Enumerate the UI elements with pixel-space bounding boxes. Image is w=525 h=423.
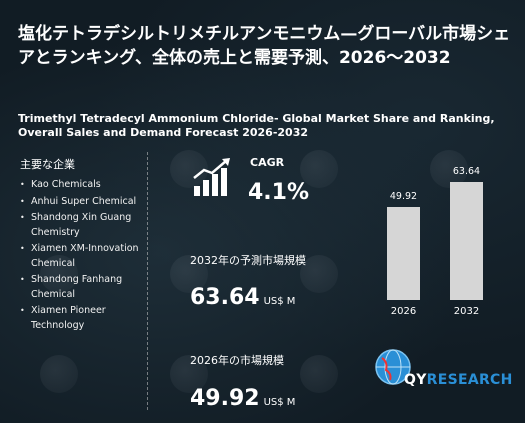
- watermark-globe-icon: [170, 255, 208, 293]
- qyresearch-logo-globe-icon: [375, 349, 411, 385]
- list-item: Shandong Xin Guang Chemistry: [20, 211, 140, 240]
- bar-2026: [387, 207, 420, 300]
- cagr-value: 4.1%: [248, 180, 310, 205]
- data-label-2026: 49.92: [389, 191, 418, 203]
- watermark-globe-icon: [170, 355, 208, 393]
- category-label-2026: 2026: [390, 306, 417, 317]
- current-unit: US$ M: [263, 397, 296, 408]
- divider: [147, 152, 148, 410]
- cagr-label: CAGR: [250, 156, 285, 169]
- forecast-market-size-label: 2032年の予測市場規模: [190, 254, 306, 267]
- list-item: Anhui Super Chemical: [20, 195, 140, 210]
- current-market-size: 49.92 US$ M: [190, 386, 295, 411]
- watermark-globe-icon: [170, 150, 208, 188]
- current-market-size-label: 2026年の市場規模: [190, 354, 284, 367]
- page-subtitle: Trimethyl Tetradecyl Ammonium Chloride- …: [18, 112, 495, 139]
- list-item: Xiamen Pioneer Technology: [20, 304, 140, 333]
- qyresearch-logo-text: QYRESEARCH: [404, 372, 513, 388]
- forecast-market-size: 63.64 US$ M: [190, 285, 295, 310]
- watermark-globe-icon: [300, 355, 338, 393]
- key-players-list: Kao Chemicals Anhui Super Chemical Shand…: [20, 178, 140, 335]
- growth-chart-icon: [193, 158, 230, 196]
- watermark-globe-icon: [300, 150, 338, 188]
- category-label-2032: 2032: [453, 306, 480, 317]
- key-players-heading: 主要な企業: [20, 158, 75, 171]
- list-item: Kao Chemicals: [20, 178, 140, 193]
- page-title: 塩化テトラデシルトリメチルアンモニウム—グローバル市場シェアとランキング、全体の…: [18, 24, 511, 68]
- watermark-globe-icon: [40, 355, 78, 393]
- watermark-globe-icon: [430, 150, 468, 188]
- forecast-market-size-value: 63.64: [190, 285, 260, 310]
- data-label-2032: 63.64: [452, 166, 481, 177]
- watermark-globe-icon: [300, 255, 338, 293]
- forecast-unit: US$ M: [263, 296, 296, 307]
- list-item: Shandong Fanhang Chemical: [20, 273, 140, 302]
- current-market-size-value: 49.92: [190, 386, 260, 411]
- bar-2032: [450, 182, 483, 300]
- list-item: Xiamen XM-Innovation Chemical: [20, 242, 140, 271]
